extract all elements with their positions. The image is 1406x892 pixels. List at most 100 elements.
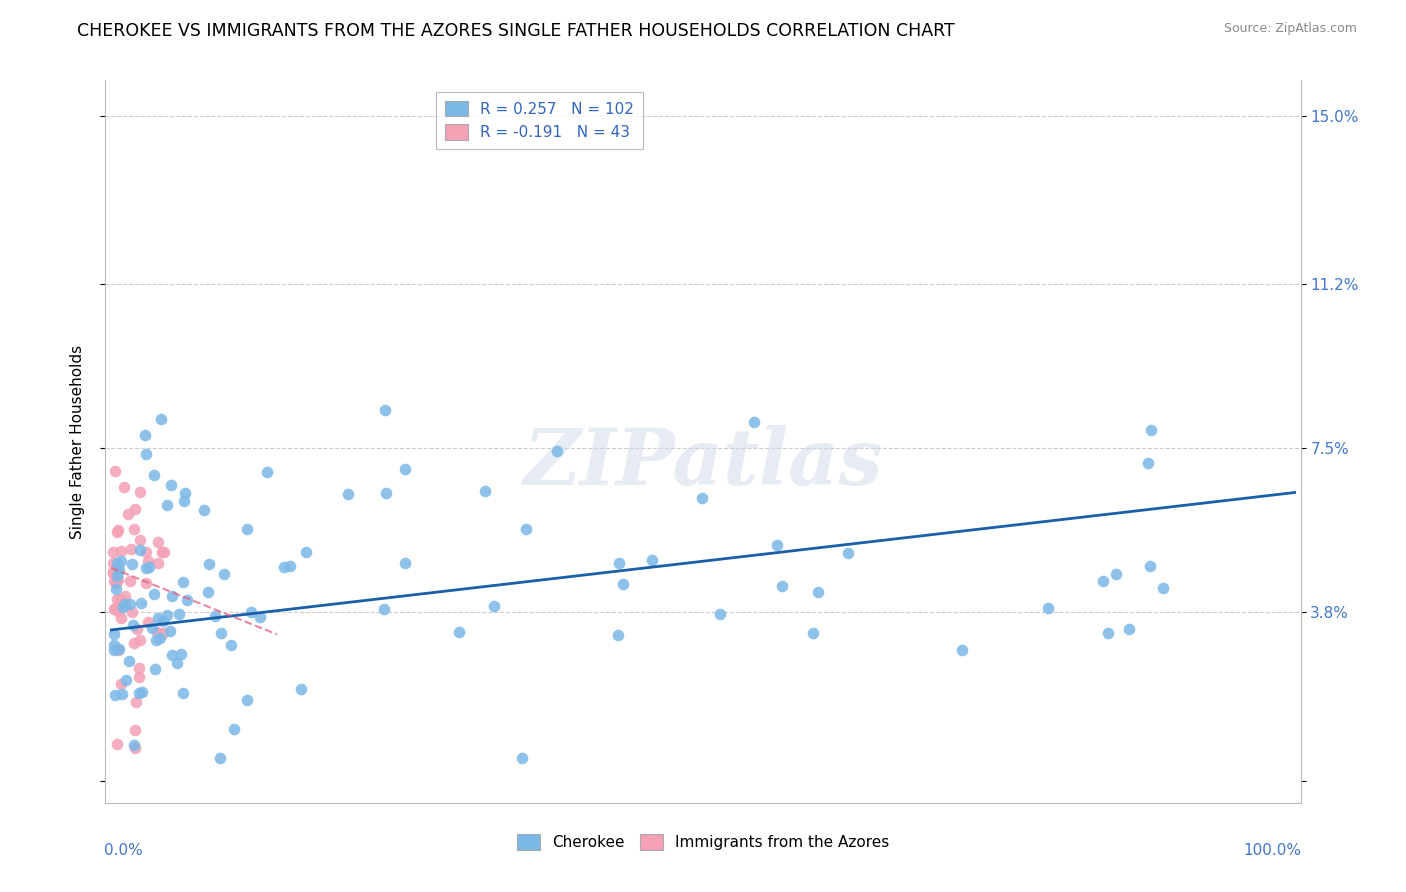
Point	[236, 522, 259, 536]
Point	[167, 607, 190, 621]
Point	[104, 464, 127, 478]
Point	[212, 567, 235, 582]
Point	[124, 502, 146, 516]
Point	[104, 582, 127, 596]
Point	[143, 662, 166, 676]
Point	[510, 751, 533, 765]
Point	[146, 557, 169, 571]
Point	[103, 602, 125, 616]
Point	[224, 722, 246, 736]
Point	[110, 611, 132, 625]
Point	[765, 538, 787, 552]
Point	[198, 557, 221, 571]
Point	[105, 591, 128, 606]
Point	[239, 605, 262, 619]
Point	[1139, 559, 1161, 574]
Point	[152, 614, 174, 628]
Point	[108, 642, 131, 657]
Point	[114, 597, 136, 611]
Point	[114, 589, 136, 603]
Point	[129, 543, 152, 558]
Point	[690, 491, 713, 505]
Point	[105, 561, 128, 575]
Point	[742, 415, 765, 429]
Point	[394, 556, 416, 570]
Point	[121, 605, 143, 619]
Point	[295, 544, 318, 558]
Point	[104, 600, 127, 615]
Point	[290, 681, 312, 696]
Text: CHEROKEE VS IMMIGRANTS FROM THE AZORES SINGLE FATHER HOUSEHOLDS CORRELATION CHAR: CHEROKEE VS IMMIGRANTS FROM THE AZORES S…	[77, 22, 955, 40]
Point	[173, 494, 195, 508]
Point	[209, 751, 232, 765]
Point	[129, 533, 152, 548]
Point	[204, 609, 226, 624]
Point	[114, 673, 136, 687]
Point	[104, 689, 127, 703]
Point	[219, 638, 242, 652]
Point	[150, 544, 173, 558]
Point	[607, 556, 630, 570]
Point	[124, 741, 146, 756]
Point	[135, 575, 157, 590]
Point	[172, 686, 194, 700]
Point	[515, 522, 537, 536]
Point	[124, 723, 146, 737]
Point	[135, 447, 157, 461]
Point	[173, 486, 195, 500]
Point	[273, 560, 295, 574]
Point	[105, 566, 128, 581]
Point	[373, 602, 395, 616]
Point	[162, 590, 184, 604]
Point	[110, 544, 132, 558]
Point	[136, 615, 159, 629]
Point	[107, 573, 129, 587]
Text: 0.0%: 0.0%	[104, 843, 143, 857]
Point	[118, 574, 141, 588]
Point	[134, 428, 156, 442]
Point	[110, 592, 132, 607]
Point	[105, 737, 128, 751]
Point	[149, 411, 172, 425]
Point	[138, 560, 160, 574]
Point	[129, 485, 152, 500]
Point	[336, 487, 359, 501]
Point	[142, 587, 165, 601]
Point	[120, 541, 142, 556]
Point	[145, 632, 167, 647]
Point	[374, 403, 396, 417]
Point	[394, 461, 416, 475]
Legend: Cherokee, Immigrants from the Azores: Cherokee, Immigrants from the Azores	[510, 829, 896, 856]
Point	[124, 522, 146, 536]
Point	[156, 498, 179, 512]
Point	[117, 507, 139, 521]
Point	[105, 556, 128, 570]
Point	[101, 565, 124, 579]
Point	[128, 686, 150, 700]
Point	[770, 579, 793, 593]
Point	[1140, 423, 1163, 437]
Point	[110, 596, 132, 610]
Point	[152, 626, 174, 640]
Point	[170, 647, 193, 661]
Point	[110, 554, 132, 568]
Point	[837, 546, 859, 560]
Point	[121, 618, 143, 632]
Point	[110, 677, 132, 691]
Point	[482, 599, 505, 614]
Point	[149, 631, 172, 645]
Point	[141, 621, 163, 635]
Point	[129, 596, 152, 610]
Point	[1036, 600, 1059, 615]
Point	[146, 625, 169, 640]
Point	[235, 693, 257, 707]
Point	[111, 687, 134, 701]
Point	[1097, 626, 1119, 640]
Point	[1152, 582, 1174, 596]
Point	[105, 524, 128, 539]
Point	[249, 610, 271, 624]
Point	[197, 584, 219, 599]
Point	[166, 656, 188, 670]
Point	[112, 480, 135, 494]
Point	[136, 553, 159, 567]
